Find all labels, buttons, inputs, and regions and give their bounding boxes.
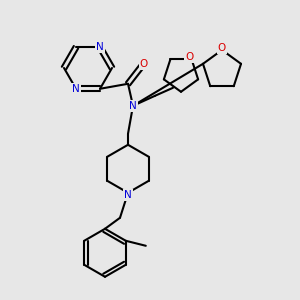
Text: N: N (129, 101, 137, 111)
Text: N: N (72, 84, 80, 94)
Text: O: O (140, 59, 148, 69)
Text: O: O (218, 43, 226, 53)
Text: N: N (124, 190, 132, 200)
Text: O: O (185, 52, 194, 62)
Text: N: N (96, 42, 104, 52)
